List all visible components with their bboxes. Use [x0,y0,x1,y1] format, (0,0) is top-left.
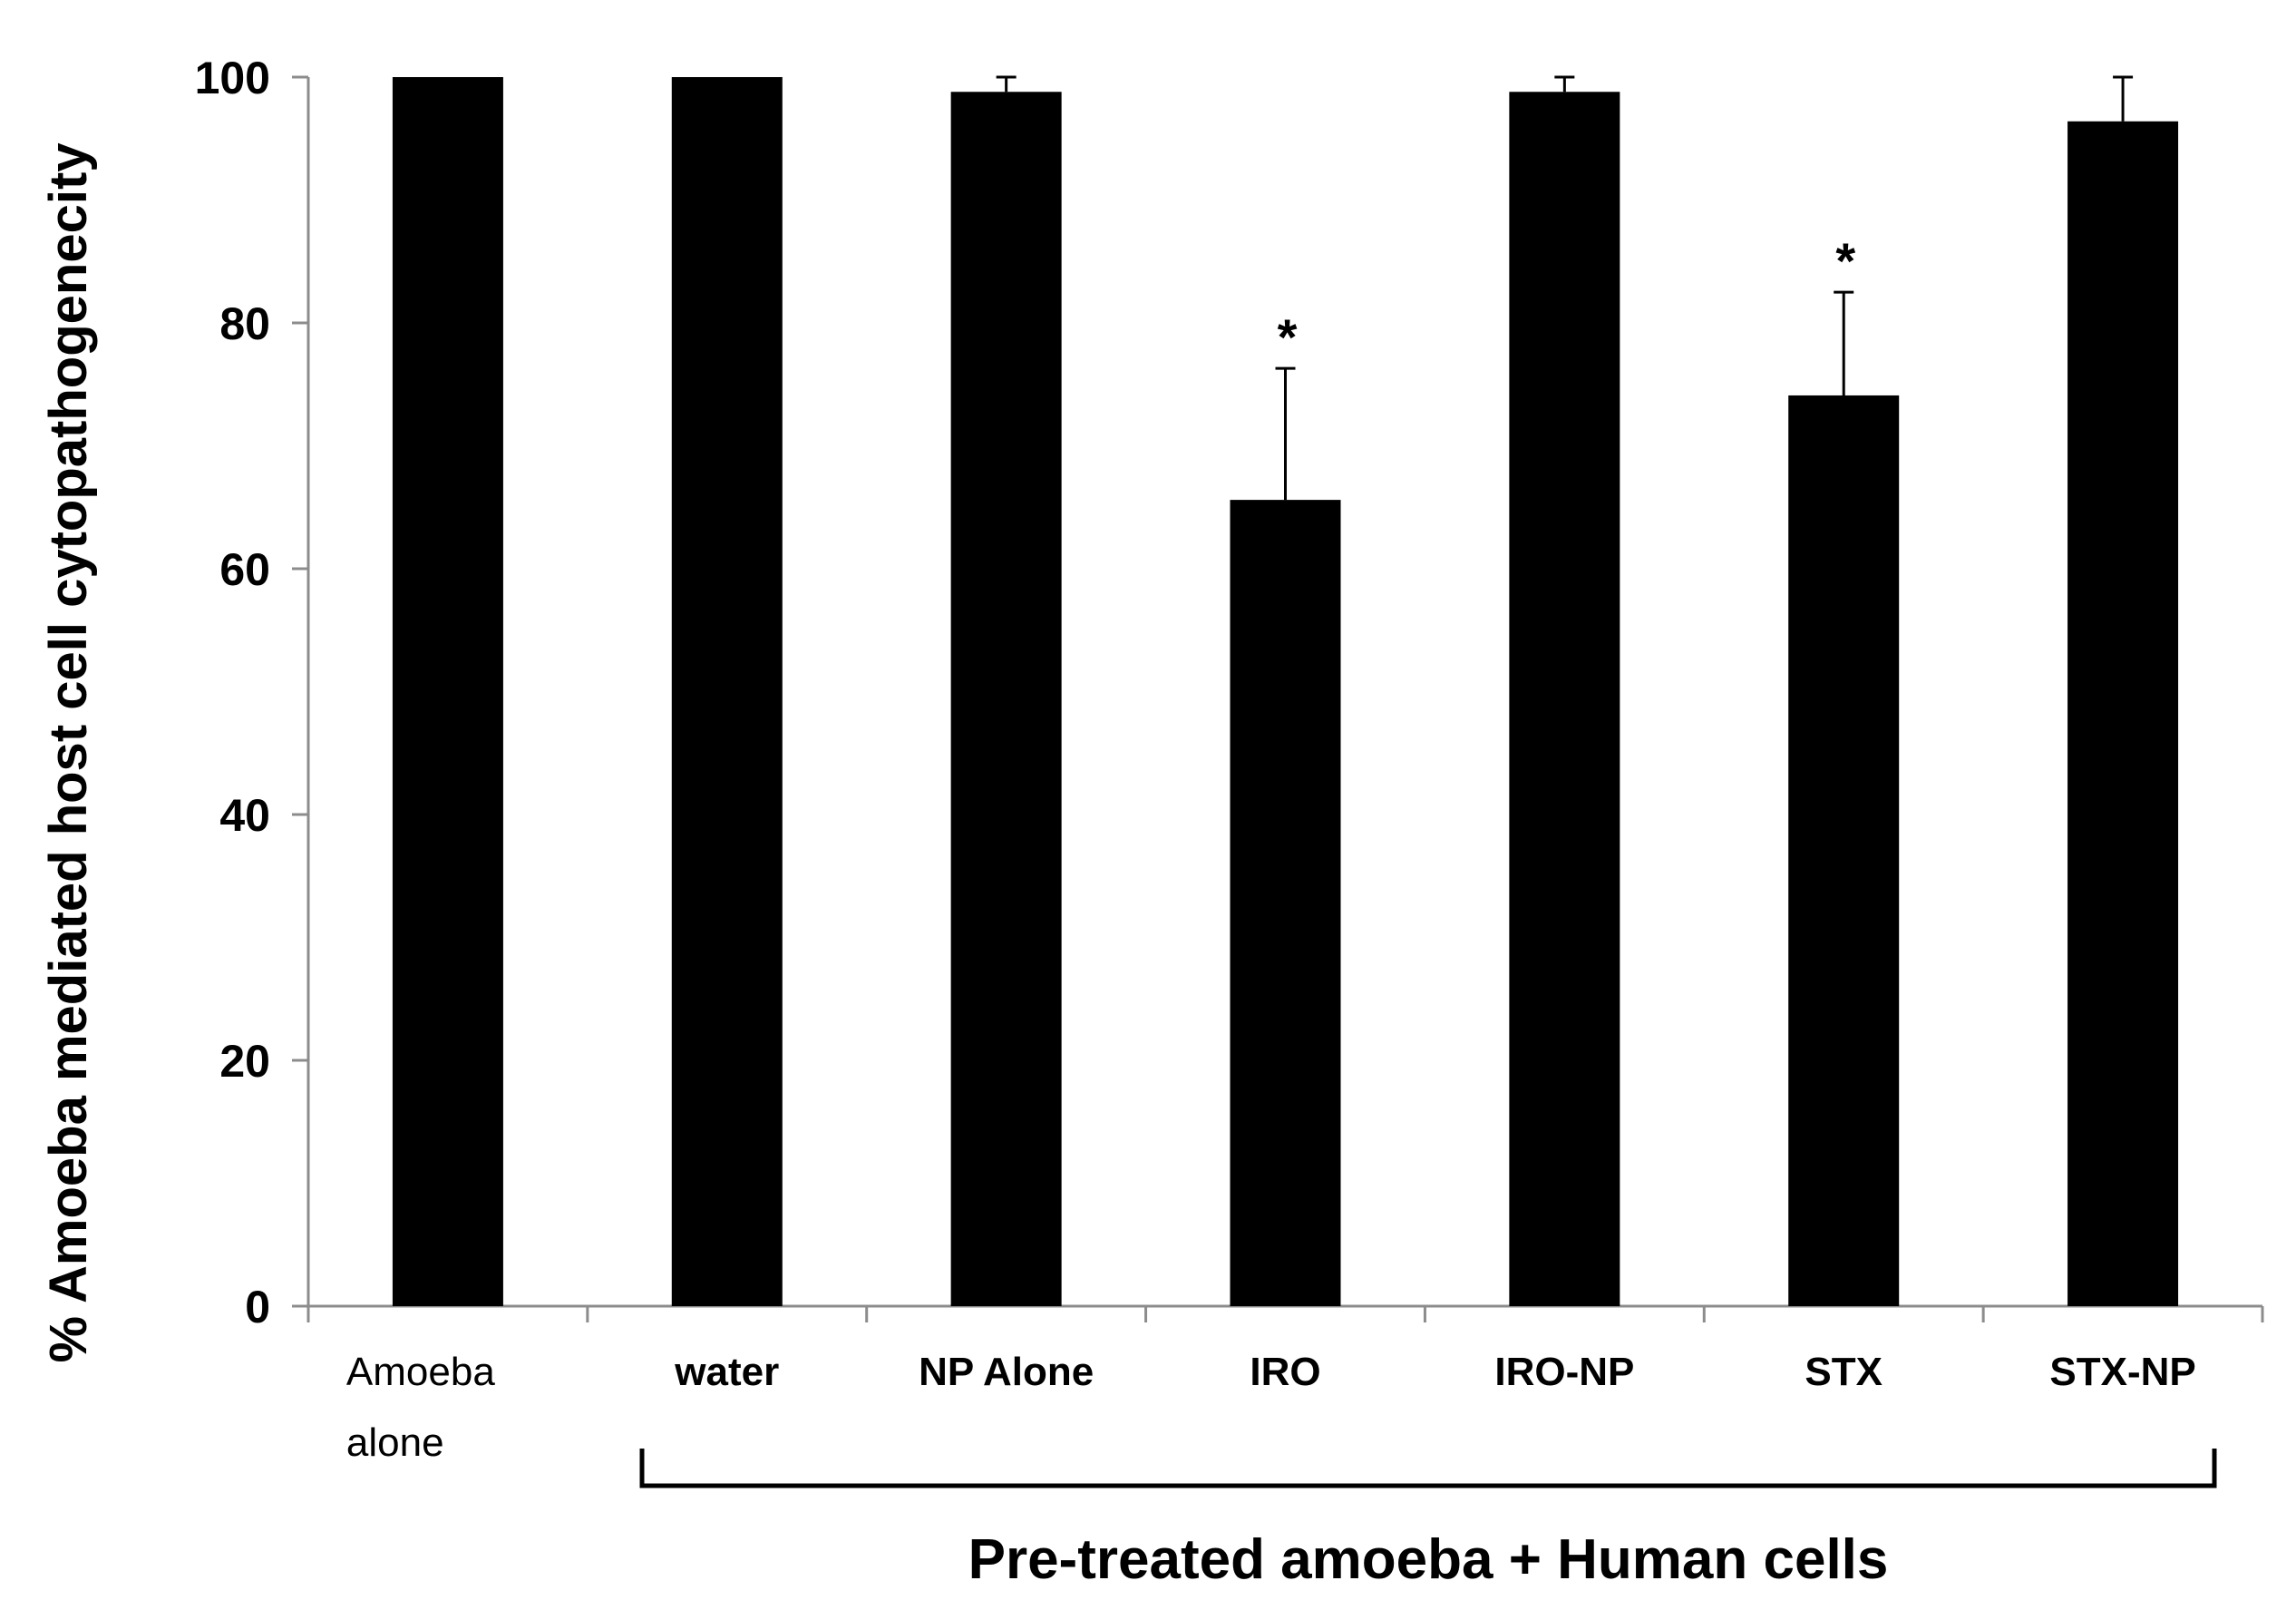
x-tick-label-line: IRO-NP [1494,1350,1634,1394]
x-tick-label: IRO [1250,1350,1320,1394]
y-tick-label: 20 [219,1036,270,1087]
y-tick-label: 60 [219,544,270,595]
bar [392,77,503,1306]
x-tick-label: NP Alone [919,1350,1094,1394]
significance-asterisk: * [1278,308,1298,366]
y-tick-label: 40 [219,790,270,841]
x-tick-label: STX [1805,1350,1883,1394]
x-tick-label: water [674,1350,779,1394]
bar [1788,395,1900,1306]
x-tick-label-line: alone [346,1420,444,1465]
axes [292,75,2264,1322]
x-tick-label-line: water [674,1350,779,1394]
x-tick-label-line: IRO [1250,1350,1320,1394]
y-tick-label: 80 [219,298,270,349]
x-tick-label-line: STX [1805,1350,1883,1394]
bar [950,92,1062,1306]
error-bars [996,75,2134,501]
significance-asterisk: * [1835,232,1855,289]
x-tick-label: IRO-NP [1494,1350,1634,1394]
y-tick-label: 0 [245,1282,270,1332]
bar [671,77,783,1306]
x-tick-label: STX-NP [2049,1350,2195,1394]
bar [2067,121,2179,1306]
x-tick-label: Amoeba alone [346,1350,495,1465]
y-tick-label: 100 [195,53,270,103]
x-tick-label-line: NP Alone [919,1350,1094,1394]
x-tick-labels: Amoeba alone water NP Alone IRO IRO-NP STX STX-… [346,1350,2196,1465]
group-label: Pre-treated amoeba + Human cells [968,1528,1889,1591]
bar [1509,92,1620,1306]
y-axis-title: % Amoeba mediated host cell cytopathogen… [39,142,98,1362]
bars [392,77,2179,1306]
significance-markers: ** [1278,232,1856,366]
group-bracket [639,1449,2217,1488]
x-tick-label-line: STX-NP [2049,1350,2195,1394]
bar [1230,500,1341,1306]
x-tick-label-line: Amoeba [346,1350,495,1394]
y-tick-labels: 0 20 40 60 80 100 [195,53,270,1332]
